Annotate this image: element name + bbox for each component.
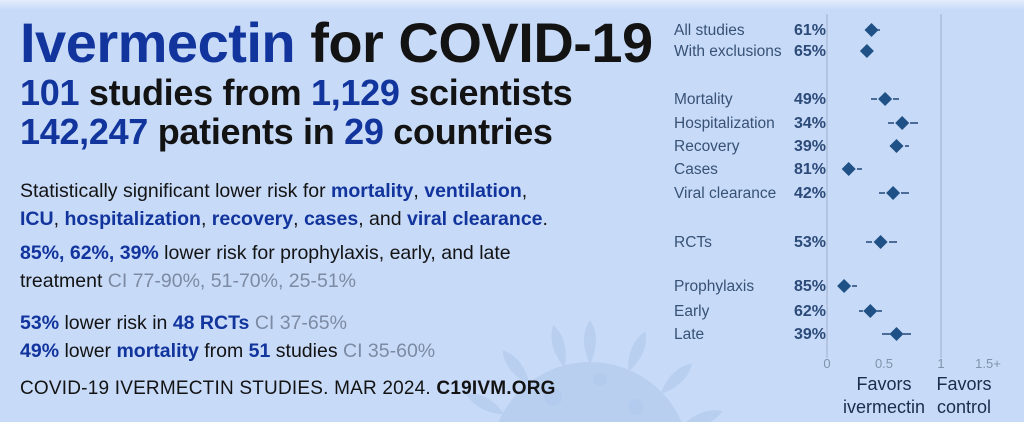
svg-text:1.5+: 1.5+ [975, 356, 1001, 371]
svg-text:0: 0 [823, 356, 830, 371]
svg-text:ivermectin: ivermectin [843, 397, 925, 417]
svg-text:0.5: 0.5 [875, 356, 893, 371]
svg-text:1: 1 [937, 356, 944, 371]
svg-text:Favors: Favors [856, 374, 911, 394]
svg-text:control: control [937, 397, 991, 417]
svg-text:Favors: Favors [936, 374, 991, 394]
